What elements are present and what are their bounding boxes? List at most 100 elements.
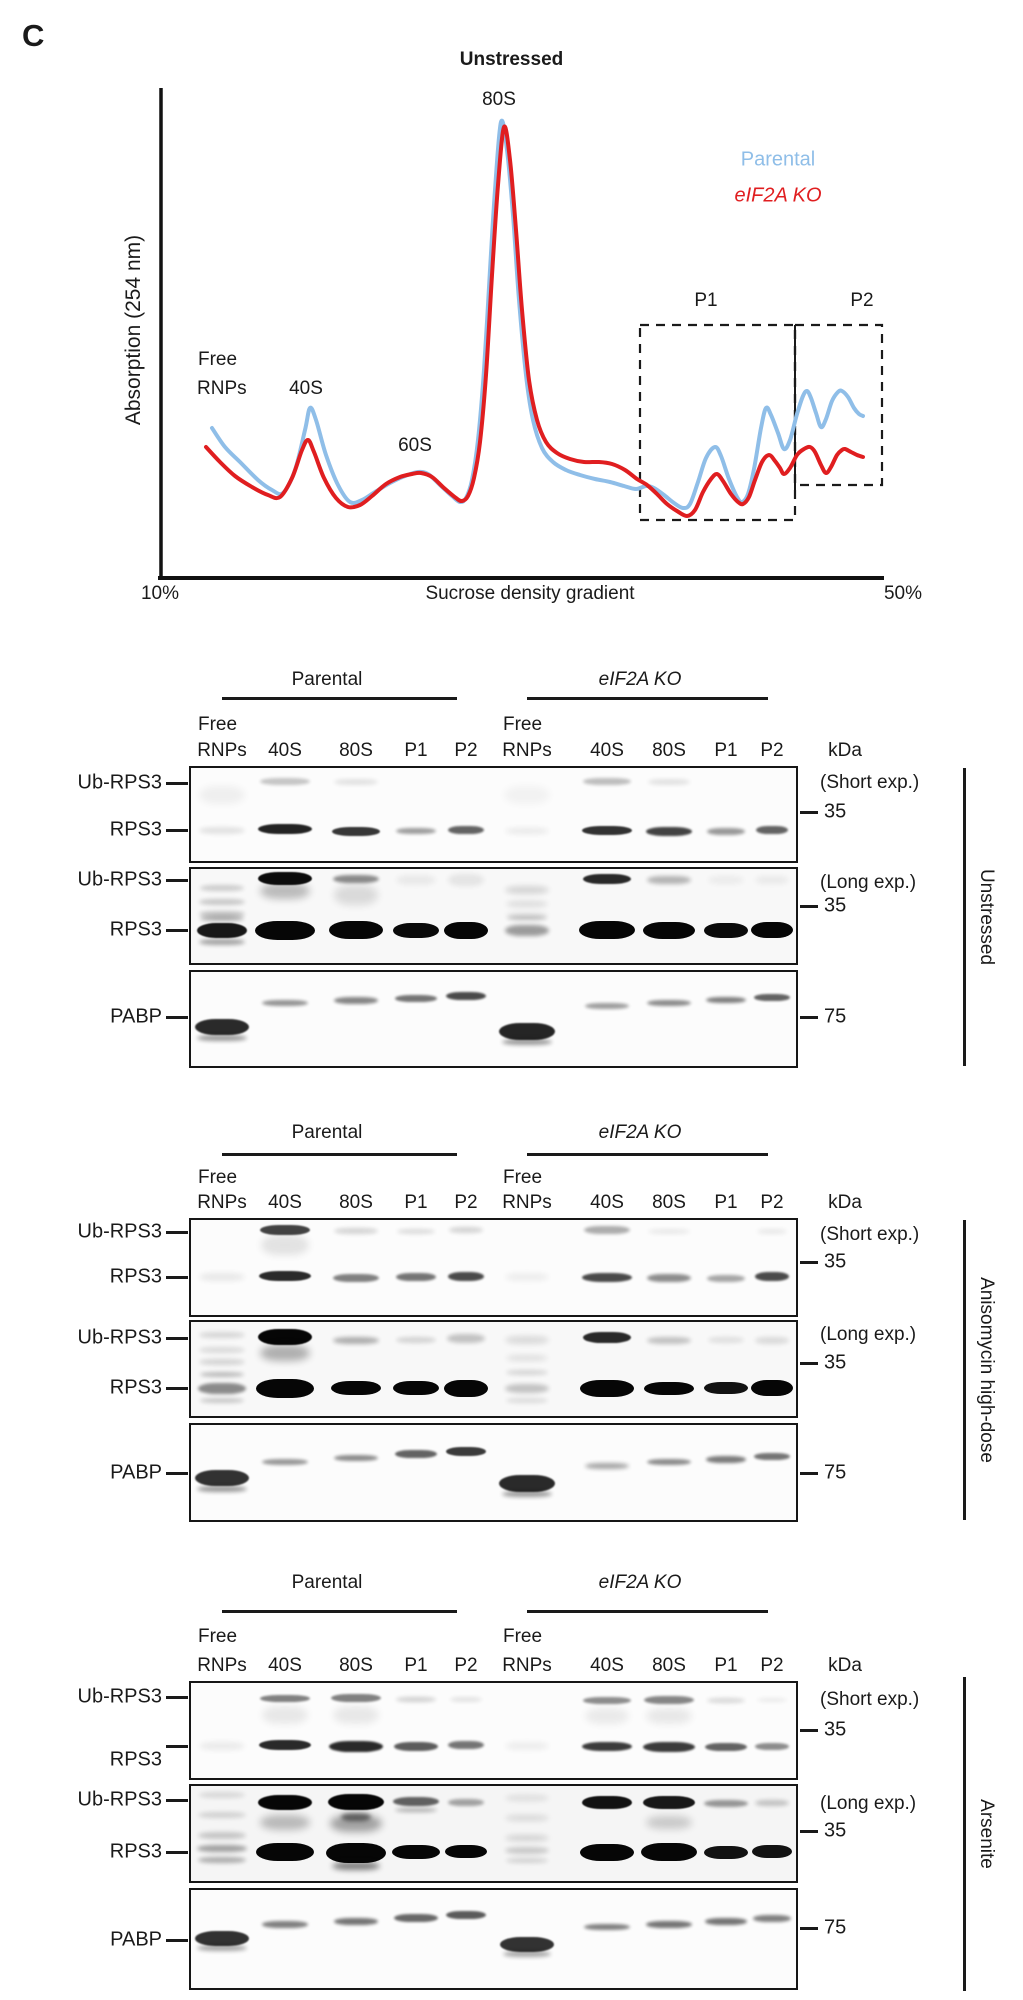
panel-2-free-label: Free [503, 1167, 543, 1189]
panel-1-condition-label: Unstressed [975, 868, 997, 966]
blot-band [258, 871, 312, 885]
blot-band [755, 876, 789, 884]
kda-marker-tick [800, 1927, 818, 1930]
blot-band [258, 1329, 312, 1345]
panel-1-lane-label: 80S [339, 740, 373, 762]
blot-band [446, 1911, 486, 1919]
panel-2-group-underline [527, 1153, 768, 1156]
blot-band [752, 1844, 792, 1858]
panel-1-row-label-rps3: RPS3 [109, 918, 162, 941]
kda-marker-tick [800, 811, 818, 814]
panel-3-lane-label: 40S [268, 1655, 302, 1677]
blot-band [200, 1397, 244, 1403]
blot-band [707, 827, 745, 835]
blot-band [705, 1917, 747, 1925]
panel-3-condition-bracket [963, 1677, 966, 1991]
blot-band [506, 1355, 548, 1361]
blot-band [256, 1378, 314, 1398]
blot-band [331, 1381, 381, 1395]
blot-band [260, 883, 310, 899]
panel-1-kda-marker-75: 75 [824, 1005, 847, 1028]
kda-marker-tick [800, 1729, 818, 1732]
row-label-tick [166, 1016, 188, 1019]
blot-band [757, 1228, 787, 1234]
panel-3-condition-label: Arsenite [975, 1799, 997, 1869]
blot-band [507, 916, 547, 920]
blot-band [396, 828, 436, 834]
legend-parental: Parental [740, 148, 816, 171]
panel-3-row-label-ub-rps3: Ub-RPS3 [77, 1685, 162, 1708]
panel-2-lane-label: P1 [404, 1192, 428, 1214]
blot-band [395, 1450, 437, 1458]
panel-1-lane-label: P1 [404, 740, 428, 762]
panel-3-lane-label: P1 [404, 1655, 428, 1677]
panel-2-kda-marker-35: 35 [824, 1250, 847, 1273]
blot-band [499, 1022, 555, 1040]
blot-band [584, 1226, 630, 1234]
blot-band [499, 1474, 555, 1492]
blot-band [329, 921, 383, 939]
blot-band [333, 875, 379, 883]
panel-3-row-label-rps3: RPS3 [109, 1840, 162, 1863]
blot-band [448, 874, 484, 886]
blot-band [647, 876, 691, 884]
kda-marker-tick [800, 1261, 818, 1264]
blot-band [449, 1227, 483, 1233]
blot-band [199, 1792, 245, 1798]
blot-band [583, 1331, 631, 1343]
peak-label-free: Free [198, 349, 238, 371]
blot-band [447, 1333, 485, 1343]
blot-band [708, 876, 744, 884]
blot-band [505, 924, 549, 936]
blot-band [199, 1273, 245, 1281]
blot-band [333, 1706, 379, 1724]
blot-band [646, 826, 692, 836]
p2-fraction-box [793, 323, 884, 487]
panel-1-free-label: Free [503, 714, 543, 736]
blot-band [255, 920, 315, 940]
blot-band [326, 1843, 386, 1863]
panel-1-exposure-label: (Long exp.) [820, 872, 917, 894]
panel-1-lane-label: RNPs [197, 740, 247, 762]
blot-band [332, 826, 380, 836]
panel-2-lane-label: RNPs [502, 1192, 552, 1214]
row-label-tick [166, 1472, 188, 1475]
blot-band [450, 1696, 482, 1702]
panel-3-lane-label: 80S [652, 1655, 686, 1677]
blot-band [503, 1951, 551, 1957]
blot-band [197, 1844, 247, 1852]
panel-2-kda-marker-75: 75 [824, 1461, 847, 1484]
blot-band [395, 1808, 437, 1812]
parental-curve [210, 118, 865, 511]
blot-band [707, 1274, 745, 1282]
panel-1-group-header-parental: Parental [291, 669, 363, 691]
blot-band [199, 786, 245, 804]
panel-3-group-underline [527, 1610, 768, 1613]
kda-marker-tick [800, 1016, 818, 1019]
blot-band [506, 1857, 548, 1863]
blot-band [505, 828, 549, 834]
blot-band [753, 1914, 791, 1922]
blot-band [584, 1924, 630, 1930]
panel-3-row-label-pabp: PABP [110, 1928, 162, 1951]
blot-band [199, 1359, 245, 1365]
x-axis-label: Sucrose density gradient [425, 583, 635, 605]
blot-band [754, 1452, 790, 1460]
blot-band [446, 1446, 486, 1456]
panel-2-lane-label: 80S [652, 1192, 686, 1214]
blot-band [585, 1003, 629, 1009]
blot-band [448, 1271, 484, 1281]
panel-2-exposure-label: (Long exp.) [820, 1324, 917, 1346]
kda-marker-tick [800, 1472, 818, 1475]
blot-band [648, 779, 690, 785]
blot-band [583, 874, 631, 884]
blot-band [706, 997, 746, 1003]
panel-2-lane-label: P2 [454, 1192, 478, 1214]
blot-band [704, 1382, 748, 1394]
blot-band [393, 1381, 439, 1395]
blot-band [328, 1794, 384, 1810]
row-label-tick [166, 929, 188, 932]
panel-1-lane-label: P2 [760, 740, 784, 762]
p1-fraction-box [638, 323, 797, 522]
